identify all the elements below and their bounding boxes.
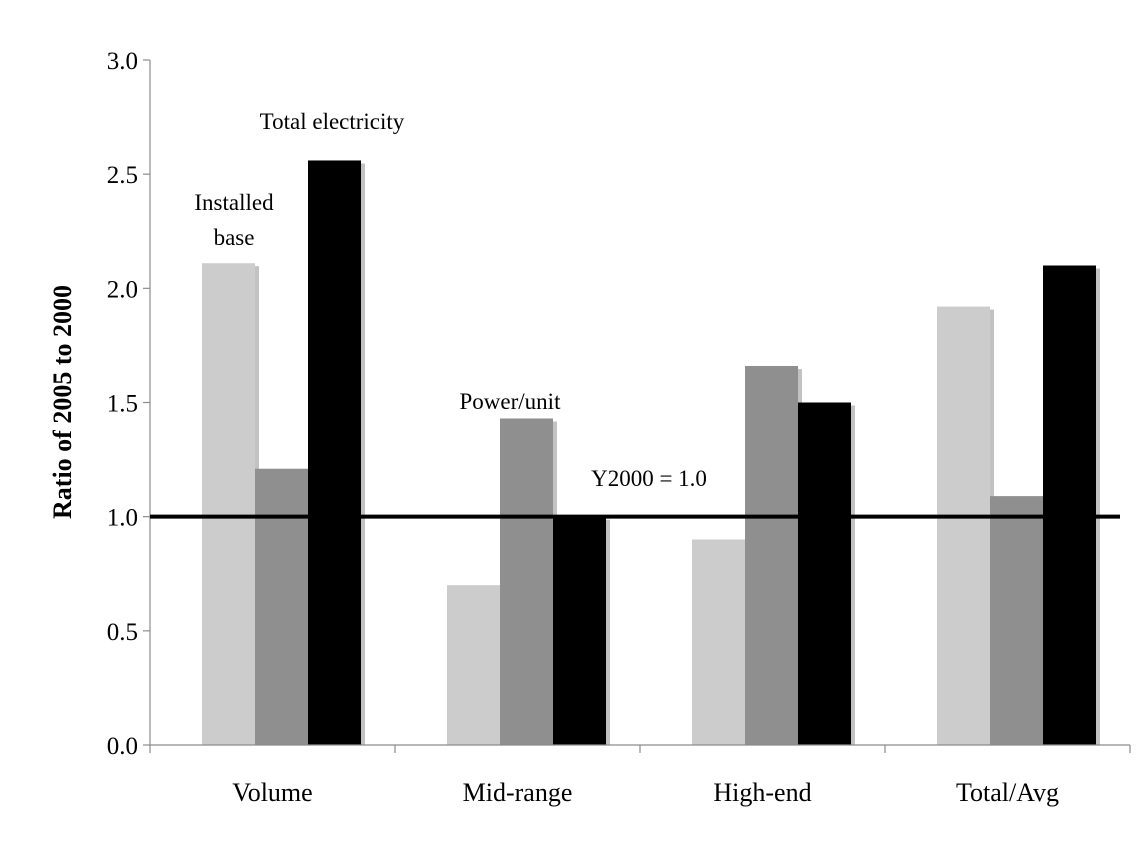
- axes-layer: Volume Mid-range High-end Total/Avg 0.0 0.5 1.…: [107, 48, 1131, 807]
- bar: [745, 365, 798, 745]
- y-tick-label: 2.0: [107, 276, 138, 303]
- bar: [553, 516, 606, 745]
- annotation-power-unit: Power/unit: [460, 389, 562, 414]
- annotation-installed-base-line2: base: [214, 225, 255, 250]
- bar: [255, 468, 308, 745]
- x-tick-label: Volume: [232, 778, 312, 807]
- y-tick-label: 3.0: [107, 48, 138, 75]
- bar: [447, 585, 500, 745]
- x-tick-label: Mid-range: [463, 778, 573, 807]
- annotation-installed-base-line1: Installed: [194, 190, 274, 215]
- bar: [990, 496, 1043, 745]
- y-tick-label: 2.5: [107, 162, 138, 189]
- bar: [937, 306, 990, 745]
- x-tick-label: Total/Avg: [956, 778, 1059, 807]
- y-tick-label: 1.5: [107, 391, 138, 418]
- x-tick-label: High-end: [713, 778, 811, 807]
- bar: [202, 263, 255, 745]
- bars-layer: [202, 160, 1100, 745]
- y-tick-label: 0.5: [107, 619, 138, 646]
- bar: [1043, 265, 1096, 745]
- bar: [692, 539, 745, 745]
- y-axis-label: Ratio of 2005 to 2000: [48, 285, 77, 519]
- bar: [798, 402, 851, 745]
- y-tick-label: 0.0: [107, 733, 138, 760]
- reference-line-label: Y2000 = 1.0: [591, 466, 707, 491]
- bar: [500, 418, 553, 745]
- bar: [308, 160, 361, 745]
- annotation-total-electricity: Total electricity: [260, 109, 405, 134]
- y-tick-label: 1.0: [107, 505, 138, 532]
